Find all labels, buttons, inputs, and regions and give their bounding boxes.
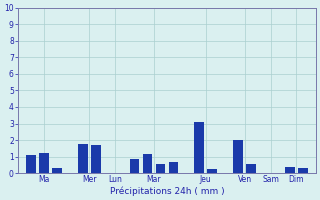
Bar [143, 154, 152, 173]
Bar [130, 159, 140, 173]
Bar [91, 145, 100, 173]
Bar [233, 140, 243, 173]
Bar [298, 168, 308, 173]
Bar [78, 144, 88, 173]
Bar [26, 155, 36, 173]
Bar [39, 153, 49, 173]
X-axis label: Précipitations 24h ( mm ): Précipitations 24h ( mm ) [109, 186, 224, 196]
Bar [207, 169, 217, 173]
Bar [195, 122, 204, 173]
Bar [156, 164, 165, 173]
Bar [285, 167, 295, 173]
Bar [169, 162, 178, 173]
Bar [52, 168, 62, 173]
Bar [246, 164, 256, 173]
